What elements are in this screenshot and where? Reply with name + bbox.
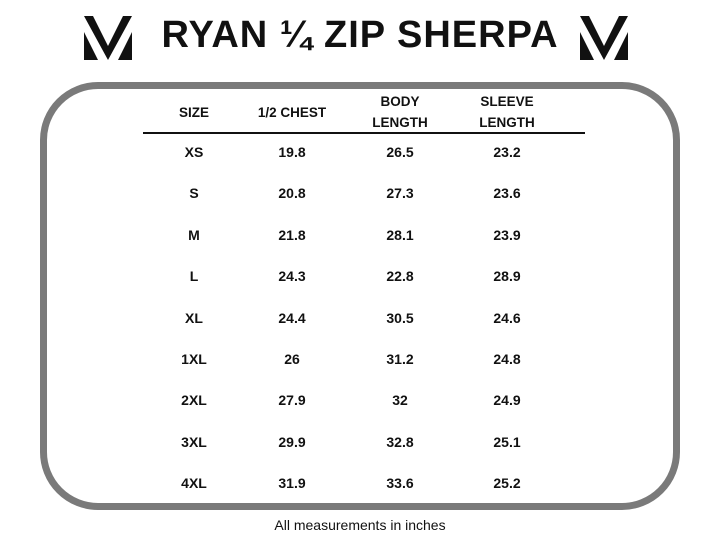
measurement: 19.8 xyxy=(278,144,306,160)
measurement: 24.3 xyxy=(278,268,306,285)
measurement: 31.9 xyxy=(278,475,306,492)
title: RYAN ¼ ZIP SHERPA xyxy=(161,14,559,56)
measurement: 24.8 xyxy=(493,351,521,367)
measurement: 20.8 xyxy=(278,185,306,202)
column-header: SLEEVE LENGTH xyxy=(479,94,535,130)
size-label: 1XL xyxy=(181,351,207,367)
column-header: BODY LENGTH xyxy=(372,94,428,130)
measurement: 25.1 xyxy=(493,433,521,450)
measurement: 28.9 xyxy=(493,268,521,285)
measurement: 27.9 xyxy=(278,392,306,409)
measurement: 28.1 xyxy=(386,226,414,243)
footer-note: All measurements in inches xyxy=(274,517,446,533)
size-label: S xyxy=(189,185,199,202)
measurement: 24.9 xyxy=(493,392,521,409)
measurement: 32 xyxy=(392,392,408,409)
measurement: 27.3 xyxy=(386,185,414,202)
size-label: XL xyxy=(185,309,203,326)
measurement: 25.2 xyxy=(493,475,521,492)
measurement: 22.8 xyxy=(386,268,414,285)
measurement: 30.5 xyxy=(386,309,414,326)
measurement: 26.5 xyxy=(386,144,414,160)
measurement: 29.9 xyxy=(278,433,306,450)
header-rule xyxy=(143,132,585,134)
size-label: 3XL xyxy=(181,433,207,450)
measurement: 24.4 xyxy=(278,309,306,326)
logo-right xyxy=(580,16,628,60)
table-frame xyxy=(40,82,680,510)
measurement: 23.9 xyxy=(493,226,521,243)
measurement: 24.6 xyxy=(493,309,521,326)
measurement: 21.8 xyxy=(278,226,306,243)
size-label: M xyxy=(188,226,200,243)
measurement: 23.6 xyxy=(493,185,521,202)
measurement: 33.6 xyxy=(386,475,414,492)
column-header: 1/2 CHEST xyxy=(257,105,327,120)
size-label: 2XL xyxy=(181,392,207,409)
measurement: 32.8 xyxy=(386,433,414,450)
size-label: L xyxy=(189,268,199,285)
size-label: XS xyxy=(184,144,204,160)
measurement: 26 xyxy=(284,351,300,367)
measurement: 31.2 xyxy=(386,351,414,367)
logo-left xyxy=(84,16,132,60)
measurement: 23.2 xyxy=(493,144,521,160)
column-header: SIZE xyxy=(178,105,209,120)
size-label: 4XL xyxy=(181,475,207,492)
